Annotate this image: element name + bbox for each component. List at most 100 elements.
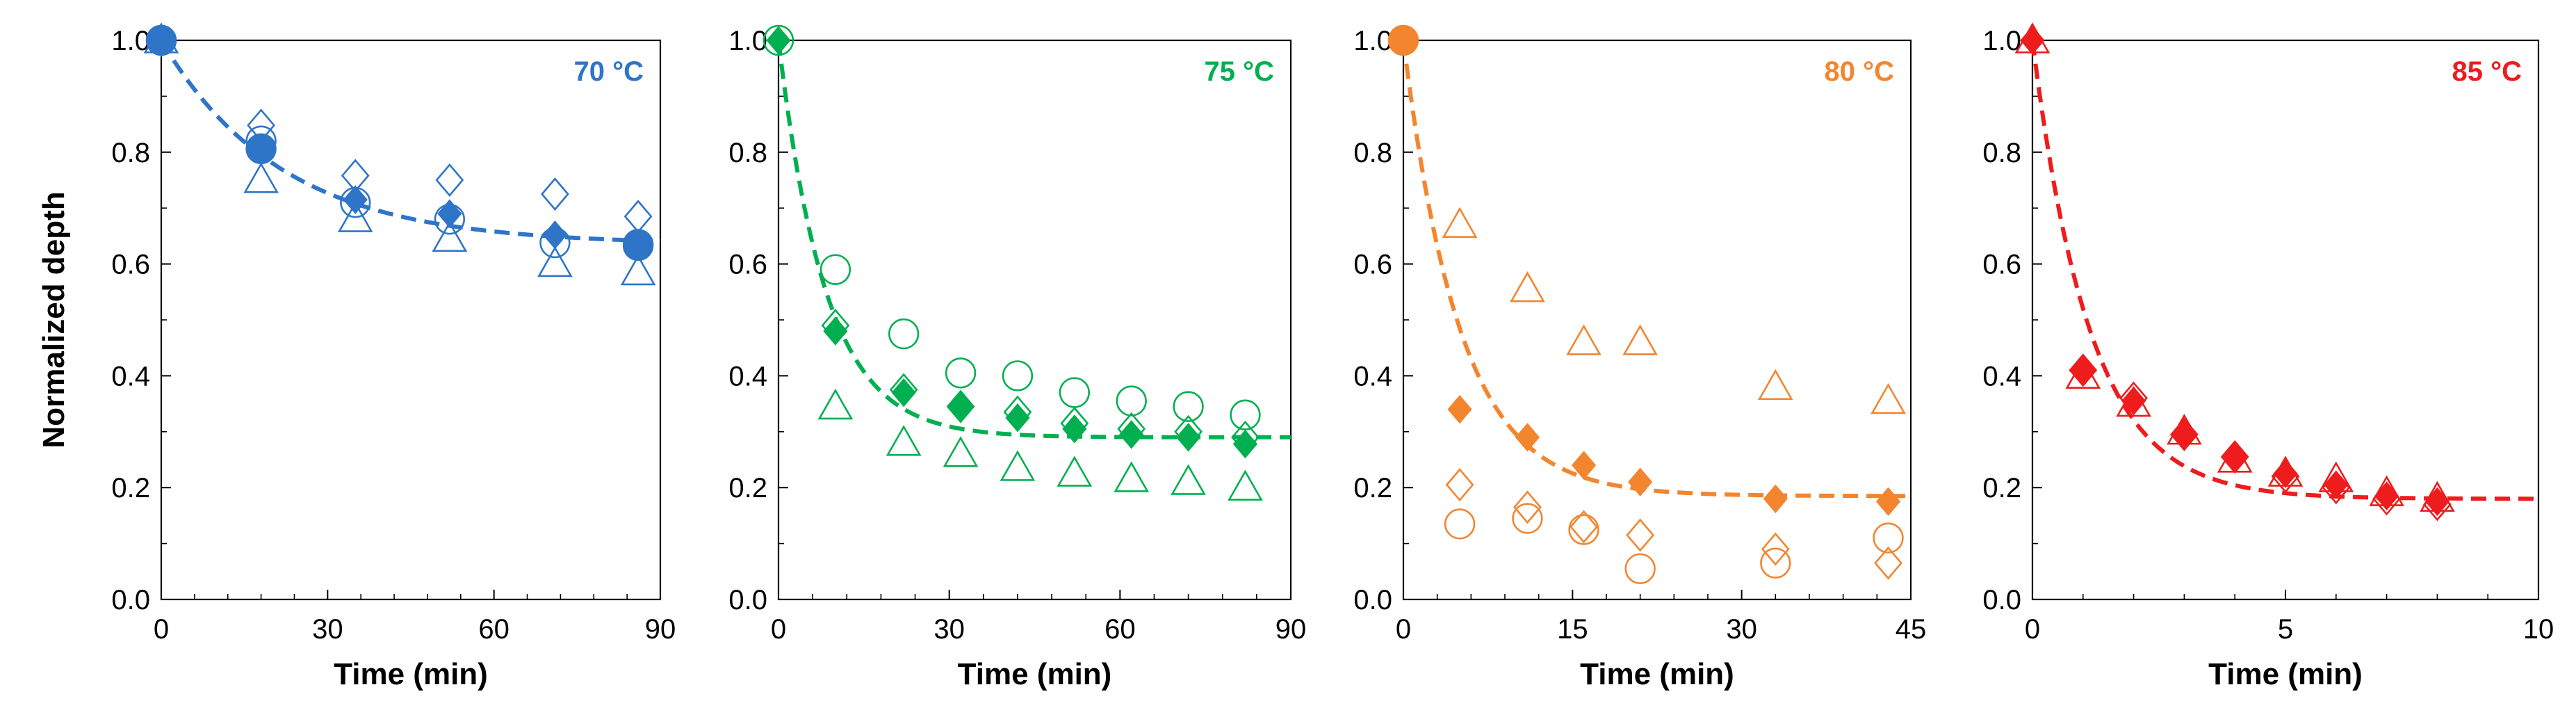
x-tick-label: 0 (154, 614, 169, 645)
data-point-open-triangle (1442, 207, 1478, 238)
y-tick-label: 0.0 (1982, 585, 2021, 615)
data-point-open-triangle (1870, 382, 1906, 414)
data-point-filled-diamond (2171, 420, 2197, 449)
data-point-open-circle (1173, 391, 1204, 422)
data-point-open-circle (1444, 508, 1476, 540)
x-axis-title: Time (min) (1580, 657, 1734, 691)
x-tick-label: 60 (478, 614, 510, 645)
data-point-open-triangle (1114, 461, 1150, 492)
data-point-open-diamond (1626, 518, 1655, 552)
data-point-filled-diamond (823, 316, 848, 346)
chart-panel-1: 0.0 0.2 0.4 0.6 0.8 1.0 0 30 60 90 Time (min) 70 °C (111, 22, 676, 691)
y-tick-label: 0.4 (111, 361, 150, 392)
data-point-filled-diamond (542, 220, 568, 250)
data-point-open-triangle (943, 436, 979, 467)
series-filled-diamond (766, 26, 1258, 459)
x-tick-label: 5 (2278, 614, 2293, 645)
series-filled-circle (145, 24, 654, 260)
data-point-open-circle (820, 254, 851, 285)
y-axis-title: Normalized depth (37, 191, 71, 448)
y-tick-label: 0.2 (111, 473, 150, 503)
data-point-filled-diamond (948, 392, 973, 421)
data-point-filled-diamond (766, 26, 791, 55)
series-filled-circle (1387, 24, 1419, 56)
data-point-open-circle (763, 24, 794, 56)
y-tick-label: 0.4 (1982, 361, 2021, 392)
fit-curve (159, 39, 661, 243)
data-point-filled-diamond (1447, 394, 1472, 424)
y-tick-label: 0.2 (728, 473, 767, 503)
data-point-open-diamond (2169, 417, 2199, 451)
data-point-open-circle (945, 357, 977, 389)
data-point-open-diamond (946, 389, 975, 424)
data-point-filled-circle (145, 24, 177, 56)
data-point-open-diamond (1513, 490, 1542, 524)
data-point-open-triangle (1171, 464, 1206, 495)
data-point-filled-diamond (343, 185, 368, 214)
series-open-circle (1444, 503, 1904, 584)
data-point-open-diamond (435, 163, 464, 197)
data-point-filled-diamond (891, 378, 916, 408)
data-point-open-triangle (1757, 369, 1793, 401)
y-tick-label: 0.4 (1353, 361, 1392, 392)
data-point-filled-diamond (1232, 429, 1258, 459)
data-point-filled-diamond (2424, 487, 2450, 517)
x-tick-label: 90 (645, 614, 676, 645)
data-point-open-circle (1230, 399, 1261, 430)
x-tick-label: 90 (1275, 614, 1307, 645)
data-point-open-circle (888, 318, 920, 350)
data-point-open-triangle (817, 388, 854, 420)
data-point-open-diamond (1874, 546, 1902, 580)
x-tick-label: 60 (1104, 614, 1136, 645)
series-open-triangle (1442, 207, 1906, 414)
data-point-open-triangle (337, 201, 373, 232)
x-tick-label: 30 (934, 614, 965, 645)
data-point-filled-circle (245, 133, 277, 165)
y-tick-label: 1.0 (1353, 26, 1392, 56)
data-point-filled-diamond (1005, 403, 1030, 433)
data-point-open-circle (1059, 377, 1091, 408)
x-tick-label: 0 (1396, 614, 1411, 645)
data-point-open-circle (1760, 547, 1791, 579)
series-open-triangle (817, 388, 1263, 501)
y-tick-label: 0.8 (111, 138, 150, 168)
data-point-filled-diamond (1175, 423, 1201, 452)
data-point-filled-diamond (1628, 467, 1653, 497)
temperature-label: 80 °C (1825, 56, 1895, 87)
data-point-open-diamond (1761, 532, 1790, 566)
chart-panel-4: 0.0 0.2 0.4 0.6 0.8 1.0 0 5 10 Time (min) 85 °C (1982, 22, 2554, 691)
data-point-filled-diamond (2020, 26, 2045, 55)
y-tick-label: 0.6 (728, 250, 767, 280)
x-tick-label: 0 (2025, 614, 2040, 645)
data-point-open-triangle (1566, 324, 1601, 355)
data-point-filled-diamond (437, 199, 462, 228)
data-point-filled-diamond (1062, 414, 1087, 444)
data-point-open-circle (1568, 514, 1599, 545)
y-tick-label: 0.0 (1353, 585, 1392, 615)
data-point-open-triangle (1228, 469, 1263, 501)
y-tick-label: 1.0 (1982, 26, 2021, 56)
data-point-filled-diamond (1763, 484, 1788, 513)
data-point-open-circle (1116, 385, 1147, 417)
temperature-label: 85 °C (2452, 56, 2522, 87)
data-point-filled-diamond (1875, 487, 1901, 517)
y-tick-label: 0.6 (111, 250, 150, 280)
y-tick-label: 0.2 (1982, 473, 2021, 503)
y-tick-label: 0.6 (1982, 250, 2021, 280)
x-tick-label: 30 (312, 614, 343, 645)
chart-panels: 0.0 0.2 0.4 0.6 0.8 1.0 0 30 60 90 Time (min) 70 °C… (111, 22, 2554, 691)
x-axis-title: Time (min) (2208, 657, 2363, 691)
data-point-open-triangle (1057, 455, 1093, 487)
x-tick-label: 45 (1896, 614, 1927, 645)
data-point-filled-diamond (2222, 442, 2247, 471)
data-point-open-diamond (2220, 439, 2249, 474)
data-point-open-triangle (432, 220, 468, 252)
data-point-open-diamond (1445, 468, 1474, 502)
data-point-open-circle (1624, 553, 1656, 584)
data-point-filled-diamond (1515, 423, 1540, 452)
series-open-diamond (1445, 468, 1902, 580)
y-tick-label: 0.2 (1353, 473, 1392, 503)
chart-panel-2: 0.0 0.2 0.4 0.6 0.8 1.0 0 30 60 90 Time (min) 75 °C (728, 24, 1307, 691)
data-point-filled-diamond (2121, 386, 2146, 416)
